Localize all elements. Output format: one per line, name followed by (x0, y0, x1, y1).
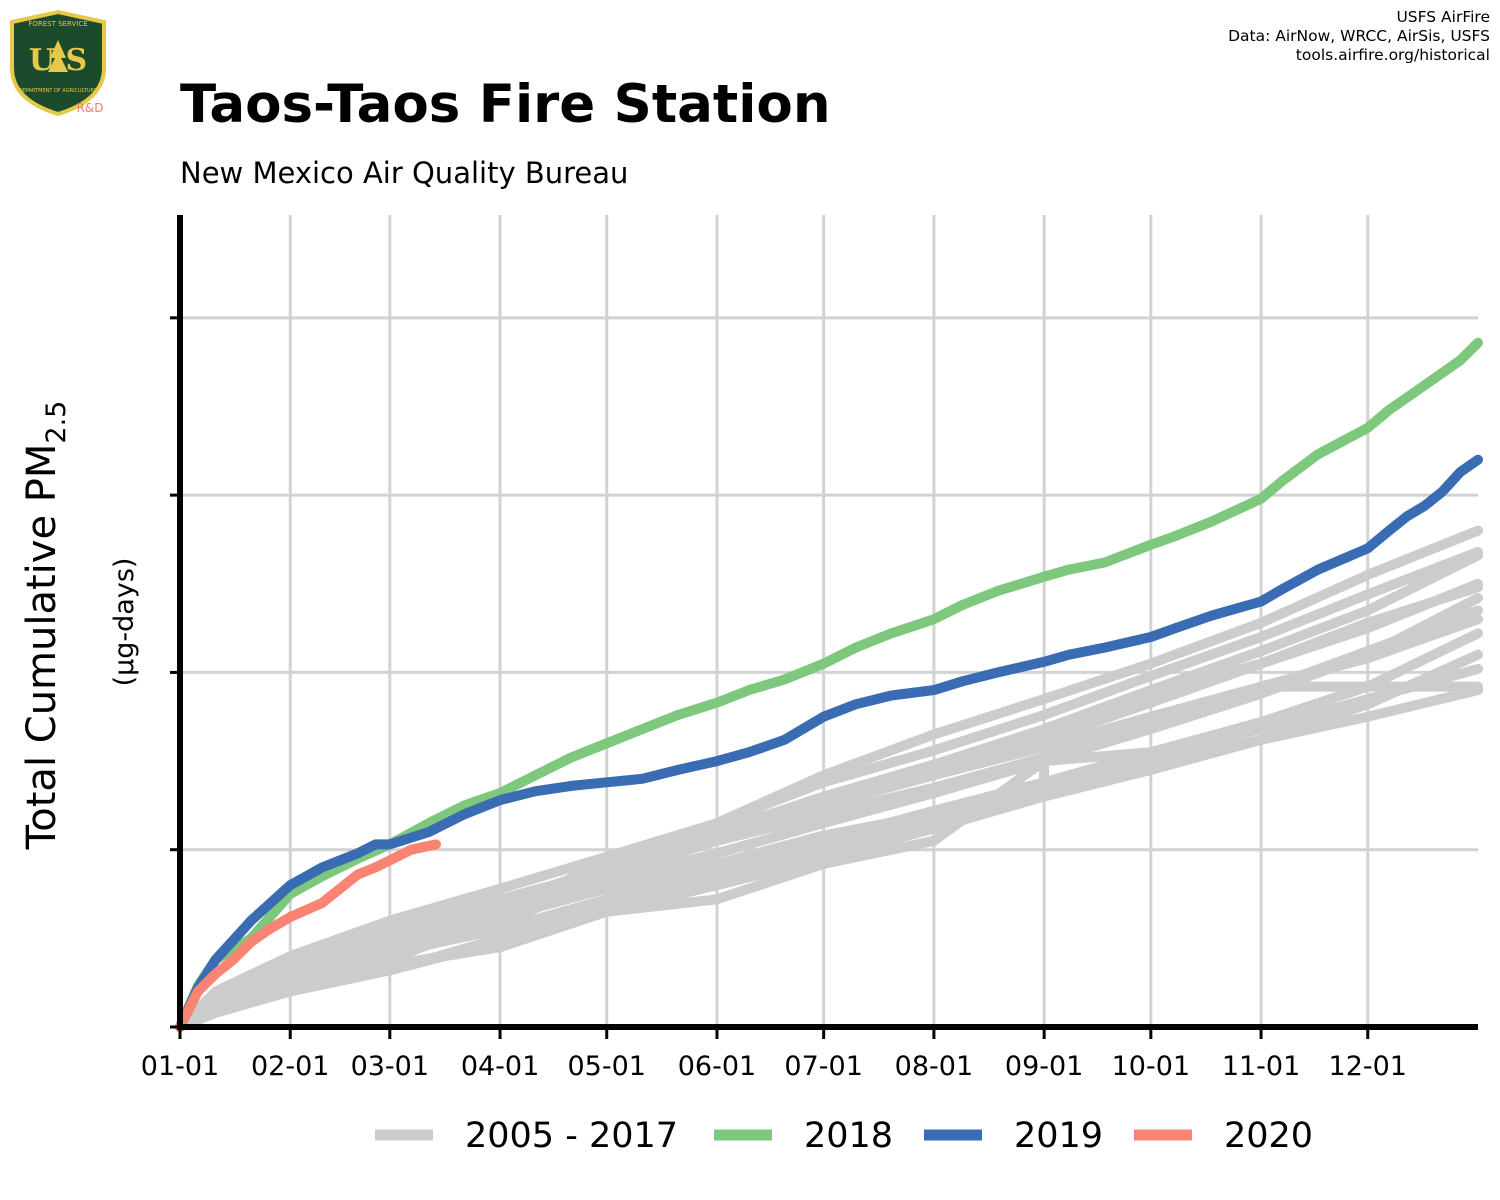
x-tick-label: 10-01 (1112, 1051, 1190, 1082)
historical-line (175, 681, 1483, 1032)
x-tick-label: 06-01 (678, 1051, 756, 1082)
usfs-logo: FOREST SERVICE U S DEPARTMENT OF AGRICUL… (10, 9, 106, 117)
x-tick-label: 02-01 (251, 1051, 329, 1082)
credit-line: USFS AirFire (1396, 8, 1490, 26)
x-tick-label: 11-01 (1222, 1051, 1300, 1082)
y-axis-label-subscript: 2.5 (41, 401, 72, 444)
historical-series (175, 525, 1483, 1032)
legend-label: 2018 (804, 1116, 893, 1156)
credit-line: Data: AirNow, WRCC, AirSis, USFS (1228, 27, 1490, 45)
x-tick-label: 09-01 (1005, 1051, 1083, 1082)
legend-label: 2005 - 2017 (465, 1116, 678, 1156)
legend-label: 2019 (1014, 1116, 1103, 1156)
y-axis-label: Total Cumulative PM2.5 (19, 401, 72, 851)
legend: 2005 - 2017 2018 2019 2020 (375, 1116, 1313, 1156)
x-tick-label: 05-01 (568, 1051, 646, 1082)
historical-line (175, 685, 1483, 1032)
highlight-series (175, 337, 1483, 1032)
chart-plot: 01-01 02-01 03-01 04-01 05-01 06-01 07-01 08-01… (19, 215, 1483, 1082)
series-line-2019 (175, 454, 1483, 1032)
x-tick-label: 07-01 (784, 1051, 862, 1082)
x-tick-label: 08-01 (895, 1051, 973, 1082)
chart-title: Taos-Taos Fire Station (180, 74, 831, 135)
series-line-2020 (175, 839, 441, 1032)
credit-line: tools.airfire.org/historical (1295, 46, 1490, 64)
y-axis-units: (µg-days) (109, 558, 140, 687)
chart-subtitle: New Mexico Air Quality Bureau (180, 156, 629, 190)
x-tick-label: 03-01 (351, 1051, 429, 1082)
logo-tag: R&D (77, 101, 104, 115)
axes: 01-01 02-01 03-01 04-01 05-01 06-01 07-01 08-01… (141, 215, 1478, 1082)
x-tick-label: 12-01 (1329, 1051, 1407, 1082)
x-tick-label: 04-01 (461, 1051, 539, 1082)
credits: USFS AirFire Data: AirNow, WRCC, AirSis,… (1228, 8, 1490, 65)
logo-top-text: FOREST SERVICE (28, 20, 87, 28)
y-axis-label-main: Total Cumulative PM (19, 444, 65, 851)
grid (180, 215, 1478, 1027)
y-axis-units-text: (µg-days) (109, 558, 140, 687)
historical-line (175, 628, 1483, 1032)
x-tick-label: 01-01 (141, 1051, 219, 1082)
legend-label: 2020 (1224, 1116, 1313, 1156)
tree-icon (48, 40, 68, 72)
series-line-2018 (175, 337, 1483, 1032)
logo-bottom-text: DEPARTMENT OF AGRICULTURE (19, 88, 97, 94)
svg-text:Total Cumulative PM2.5: Total Cumulative PM2.5 (19, 401, 72, 851)
